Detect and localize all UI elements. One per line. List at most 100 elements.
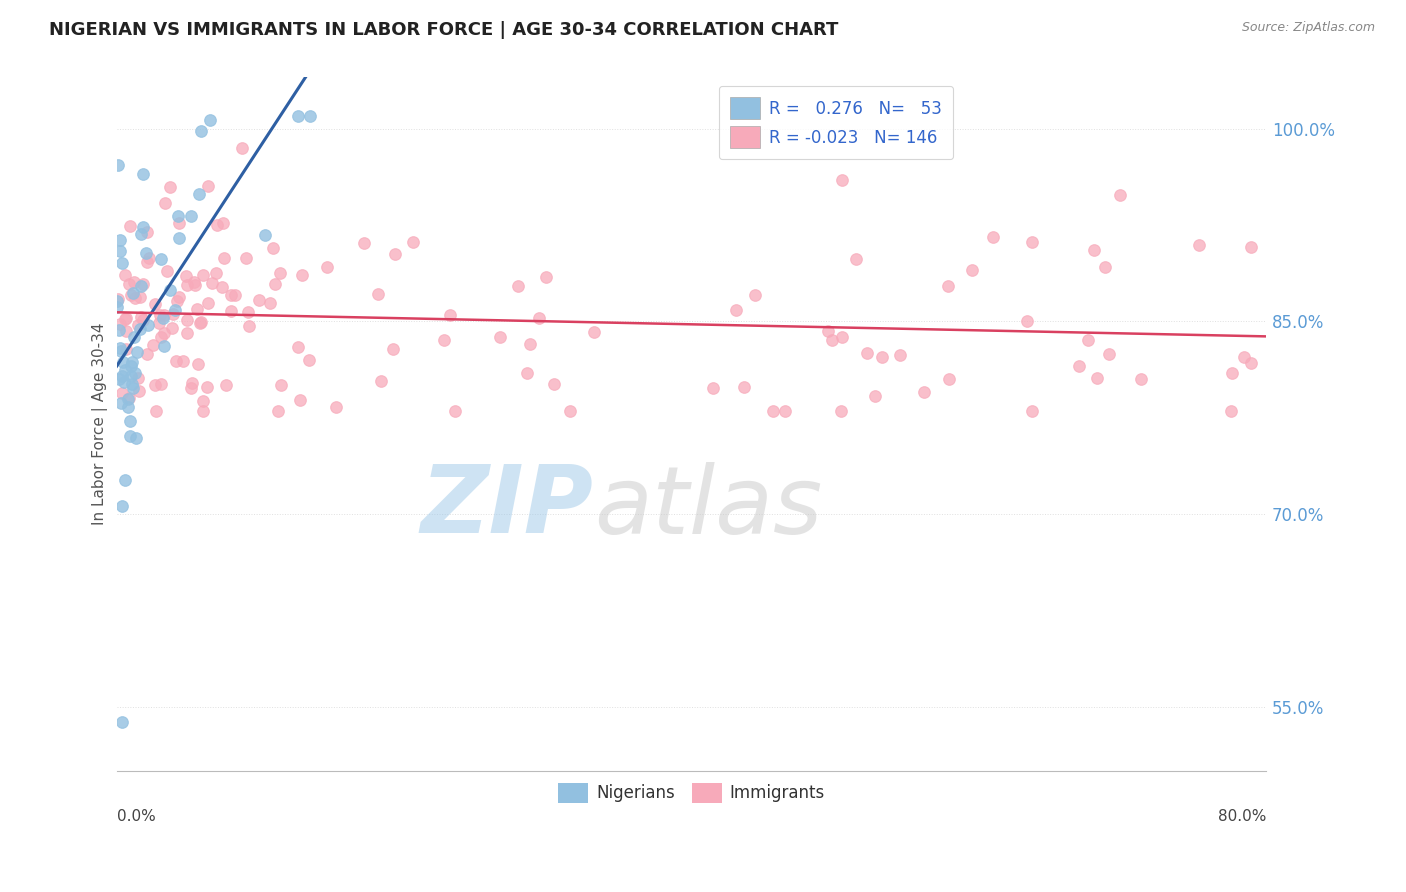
Point [1021, 404, 1043, 418]
Point [118, 429, 141, 443]
Point [264, 277, 287, 291]
Point [148, 316, 170, 330]
Point [121, 376, 143, 391]
Point [122, 330, 145, 344]
Point [180, 376, 202, 390]
Point [744, 288, 766, 302]
Point [831, 329, 853, 343]
Point [370, 374, 392, 388]
Point [702, 381, 724, 395]
Point [187, 187, 209, 202]
Point [162, 307, 184, 321]
Point [1021, 235, 1043, 249]
Point [184, 278, 207, 293]
Point [160, 321, 183, 335]
Point [174, 268, 197, 283]
Point [432, 333, 454, 347]
Point [193, 268, 215, 282]
Point [111, 386, 134, 401]
Point [204, 266, 226, 280]
Point [516, 367, 538, 381]
Point [267, 404, 290, 418]
Point [1108, 187, 1130, 202]
Point [129, 321, 152, 335]
Point [962, 262, 984, 277]
Point [190, 315, 212, 329]
Text: Source: ZipAtlas.com: Source: ZipAtlas.com [1241, 21, 1375, 35]
Point [212, 252, 235, 266]
Point [114, 473, 136, 487]
Point [235, 251, 257, 265]
Point [558, 404, 581, 418]
Point [198, 112, 221, 127]
Point [821, 333, 844, 347]
Point [259, 295, 281, 310]
Text: NIGERIAN VS IMMIGRANTS IN LABOR FORCE | AGE 30-34 CORRELATION CHART: NIGERIAN VS IMMIGRANTS IN LABOR FORCE | … [49, 21, 838, 39]
Text: ZIP: ZIP [420, 461, 593, 553]
Point [132, 167, 155, 181]
Point [110, 396, 132, 410]
Point [231, 140, 253, 154]
Point [143, 297, 166, 311]
Point [107, 292, 129, 306]
Point [108, 323, 131, 337]
Point [167, 216, 190, 230]
Point [129, 279, 152, 293]
Point [122, 275, 145, 289]
Point [114, 311, 136, 326]
Point [724, 303, 747, 318]
Point [236, 305, 259, 319]
Point [582, 325, 605, 339]
Point [156, 264, 179, 278]
Point [381, 342, 404, 356]
Point [291, 268, 314, 282]
Point [1069, 359, 1091, 373]
Point [108, 341, 131, 355]
Point [508, 279, 530, 293]
Point [193, 404, 215, 418]
Text: atlas: atlas [593, 462, 823, 553]
Point [118, 219, 141, 233]
Point [111, 499, 134, 513]
Point [402, 235, 425, 249]
Point [118, 277, 141, 292]
Point [1085, 371, 1108, 385]
Point [527, 310, 550, 325]
Point [165, 354, 187, 368]
Point [211, 280, 233, 294]
Point [131, 312, 153, 326]
Point [149, 308, 172, 322]
Point [1222, 366, 1244, 380]
Point [172, 353, 194, 368]
Point [135, 246, 157, 260]
Point [153, 339, 176, 353]
Point [152, 326, 174, 341]
Point [153, 196, 176, 211]
Point [136, 318, 159, 333]
Point [197, 296, 219, 310]
Point [183, 275, 205, 289]
Point [111, 256, 134, 270]
Point [121, 382, 143, 396]
Point [118, 414, 141, 428]
Point [856, 345, 879, 359]
Point [117, 392, 139, 407]
Point [353, 236, 375, 251]
Text: 0.0%: 0.0% [117, 809, 156, 824]
Point [981, 230, 1004, 244]
Point [325, 401, 347, 415]
Point [180, 381, 202, 395]
Point [115, 310, 138, 325]
Point [262, 241, 284, 255]
Point [1129, 372, 1152, 386]
Point [938, 278, 960, 293]
Point [197, 179, 219, 194]
Point [186, 301, 208, 316]
Text: 80.0%: 80.0% [1218, 809, 1267, 824]
Point [163, 302, 186, 317]
Point [145, 404, 167, 418]
Point [1098, 347, 1121, 361]
Point [127, 371, 149, 385]
Point [219, 303, 242, 318]
Point [212, 216, 235, 230]
